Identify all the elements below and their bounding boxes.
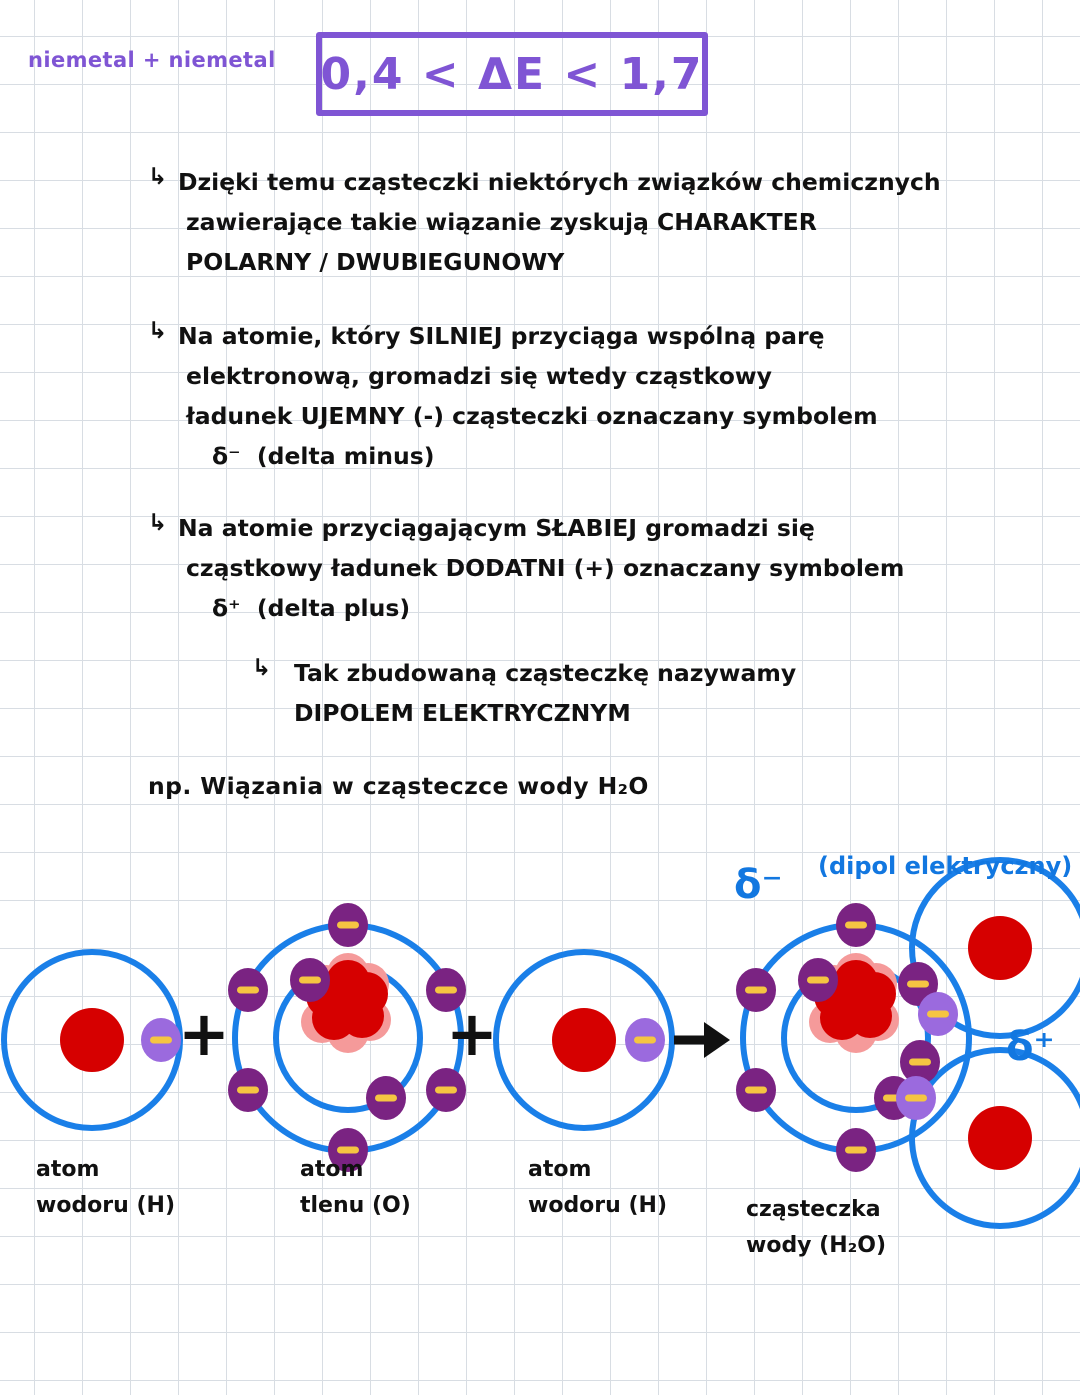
bullet-2-text: Na atomie, który SILNIEJ przyciąga wspól… [178,316,878,476]
bullet-3-text: Na atomie przyciągającym SŁABIEJ gromadz… [178,508,904,628]
water-hydrogen-top-shell [909,857,1080,1039]
caption-hydrogen-right: atom wodoru (H) [528,1157,667,1218]
formula-box: 0,4 < ΔE < 1,7 [316,32,708,116]
atom-diagram-svg: + + [1,857,1080,1229]
plus-sign-1: + [178,997,230,1070]
bullet-line: POLARNY / DWUBIEGUNOWY [186,248,565,276]
example-line: np. Wiązania w cząsteczce wody H₂O [148,772,649,800]
bullet-1-text: Dzięki temu cząsteczki niektórych związk… [178,162,941,282]
water-bond-electron-hydrogen-bottom [896,1076,936,1120]
oxygen-outer-electron [228,968,268,1012]
header-left-label: niemetal + niemetal [28,48,276,72]
oxygen-inner-electron [366,1076,406,1120]
oxygen-inner-electron [290,958,330,1002]
oxygen-outer-electron [228,1068,268,1112]
sub-bullet-line: DIPOLEM ELEKTRYCZNYM [294,699,631,727]
electronegativity-formula: 0,4 < ΔE < 1,7 [320,48,704,100]
sub-bullet-text: Tak zbudowaną cząsteczkę nazywamy DIPOLE… [294,653,796,733]
atom-diagram: + + [0,850,1080,1270]
bullet-line: Dzięki temu cząsteczki niektórych związk… [178,168,941,196]
oxygen-outer-electron [426,1068,466,1112]
water-bond-electron-hydrogen-top [918,992,958,1036]
hydrogen-right-nucleus [552,1008,616,1072]
water-oxygen-outer-electron [836,903,876,947]
reaction-arrow-icon [674,1022,730,1058]
hydrogen-right-electron [625,1018,665,1062]
bullet-line: Na atomie przyciągającym SŁABIEJ gromadz… [178,514,815,542]
hydrogen-left-nucleus [60,1008,124,1072]
water-hydrogen-bottom-nucleus [968,1106,1032,1170]
bullet-line: cząstkowy ładunek DODATNI (+) oznaczany … [186,554,905,582]
bullet-line-delta-plus: δ⁺ (delta plus) [212,594,411,622]
water-oxygen-outer-electron [736,968,776,1012]
bullet-arrow-icon: ↳ [148,510,168,536]
bullet-line: ładunek UJEMNY (-) cząsteczki oznaczany … [186,402,878,430]
hydrogen-left-electron [141,1018,181,1062]
water-oxygen-outer-electron [836,1128,876,1172]
hydrogen-right-shell [493,949,675,1131]
atom-hydrogen-left [1,949,183,1131]
caption-water-molecule: cząsteczka wody (H₂O) [746,1197,887,1258]
bullet-line: zawierające takie wiązanie zyskują CHARA… [186,208,817,236]
bullet-line: elektronową, gromadzi się wtedy cząstkow… [186,362,772,390]
bullet-arrow-icon: ↳ [148,164,168,190]
water-molecule [736,857,1080,1229]
sub-bullet-arrow-icon: ↳ [252,655,272,681]
sub-bullet-line: Tak zbudowaną cząsteczkę nazywamy [294,659,797,687]
water-oxygen-outer-electron [736,1068,776,1112]
delta-plus-annotation: δ⁺ [1006,1024,1055,1070]
plus-sign-2: + [446,997,498,1070]
water-oxygen-inner-electron [798,958,838,1002]
oxygen-outer-electron [328,903,368,947]
bullet-arrow-icon: ↳ [148,318,168,344]
atom-oxygen [228,903,466,1172]
caption-hydrogen-left: atom wodoru (H) [36,1157,175,1218]
bullet-line-delta-minus: δ⁻ (delta minus) [212,442,435,470]
water-hydrogen-top-nucleus [968,916,1032,980]
bullet-line: Na atomie, który SILNIEJ przyciąga wspól… [178,322,825,350]
caption-oxygen: atom tlenu (O) [300,1157,411,1218]
water-hydrogen-bottom-shell [909,1047,1080,1229]
delta-minus-annotation: δ⁻ [734,862,783,908]
atom-hydrogen-right [493,949,675,1131]
dipole-note-annotation: (dipol elektryczny) [818,852,1073,880]
